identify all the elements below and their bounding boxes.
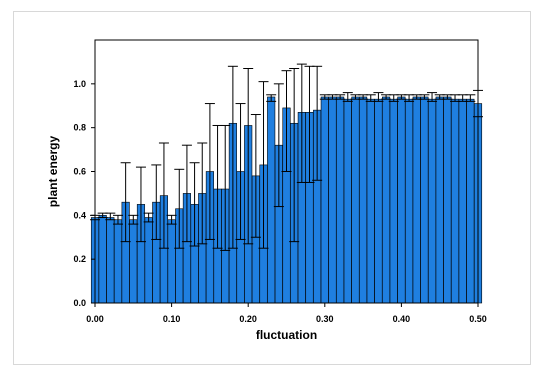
error-bar [312, 65, 323, 181]
x-axis-label: fluctuation [256, 328, 317, 342]
bar [366, 98, 375, 304]
error-bar [135, 166, 146, 243]
error-bar [181, 144, 192, 243]
y-tick-label: 1.0 [73, 79, 86, 89]
x-tick-label: 0.20 [239, 314, 257, 324]
error-bar [128, 214, 139, 225]
bar [443, 96, 452, 304]
bar [129, 219, 138, 304]
error-bar [281, 70, 292, 172]
bar [144, 217, 153, 304]
x-tick-label: 0.10 [163, 314, 181, 324]
y-tick-label: 0.0 [73, 298, 86, 308]
error-bar [227, 65, 238, 249]
error-bar [197, 142, 208, 245]
bar [374, 98, 383, 304]
bar [328, 96, 337, 304]
bar [389, 98, 398, 304]
error-bar [335, 94, 346, 100]
y-tick-label: 0.8 [73, 123, 86, 133]
bar [412, 96, 421, 304]
error-bar [204, 103, 215, 240]
bar [466, 98, 475, 304]
error-bar [105, 212, 116, 221]
error-bar [258, 81, 269, 249]
error-bar [289, 67, 300, 243]
bar [359, 96, 368, 304]
bar [420, 96, 429, 304]
y-tick-label: 0.6 [73, 167, 86, 177]
y-tick-label: 0.4 [73, 210, 86, 220]
bar [167, 219, 176, 304]
error-bar [112, 214, 123, 225]
error-bar [143, 212, 154, 223]
error-bar [427, 92, 438, 102]
bar [320, 96, 329, 304]
y-tick-label: 0.2 [73, 254, 86, 264]
error-bar [158, 142, 169, 249]
bar [458, 98, 467, 304]
error-bar [189, 162, 200, 247]
bar [336, 96, 345, 304]
error-bar [120, 162, 131, 243]
x-tick-label: 0.40 [393, 314, 411, 324]
error-bar [220, 124, 231, 251]
error-bar [342, 92, 353, 102]
bar [397, 96, 406, 304]
bar [435, 96, 444, 304]
bar [106, 217, 115, 304]
error-bar [174, 168, 185, 249]
bar [427, 98, 437, 304]
error-bar [235, 103, 246, 240]
error-bar [151, 164, 162, 240]
error-bar [250, 114, 261, 238]
x-tick-label: 0.30 [316, 314, 334, 324]
error-bars [90, 63, 483, 251]
error-bar [273, 83, 284, 208]
error-bar [373, 92, 384, 102]
error-bar [266, 94, 277, 102]
x-tick-label: 0.00 [86, 314, 104, 324]
y-axis-label: plant energy [46, 136, 60, 208]
bar [267, 96, 276, 304]
bar [343, 98, 352, 304]
bar [98, 215, 107, 304]
bar [113, 219, 123, 304]
bar [405, 98, 414, 304]
error-bar [419, 94, 430, 100]
bar [351, 96, 360, 304]
y-axis: 0.0 0.2 0.4 0.6 0.8 1.0 [73, 79, 95, 308]
error-bar [465, 94, 476, 102]
x-axis: 0.00 0.10 0.20 0.30 0.40 0.50 [86, 303, 487, 324]
bar [382, 96, 391, 304]
error-bar [166, 214, 177, 225]
x-tick-label: 0.50 [469, 314, 487, 324]
error-bar [243, 67, 254, 245]
bar [450, 98, 460, 304]
